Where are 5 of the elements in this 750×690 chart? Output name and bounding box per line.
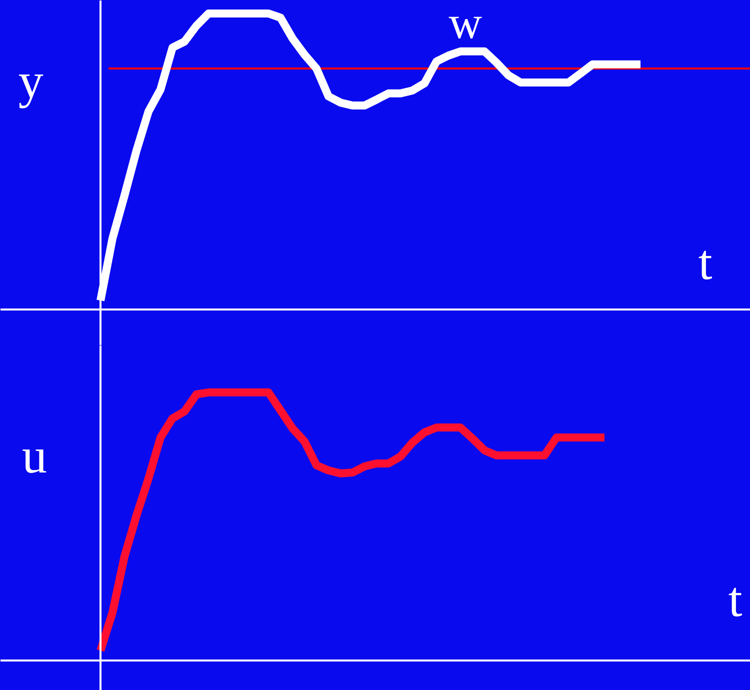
y-axis-title: u — [22, 427, 47, 484]
x-axis-title: t — [698, 234, 712, 290]
y-axis-title: y — [18, 52, 44, 108]
ref-line-label: w — [448, 0, 483, 48]
x-axis-title: t — [728, 570, 742, 627]
